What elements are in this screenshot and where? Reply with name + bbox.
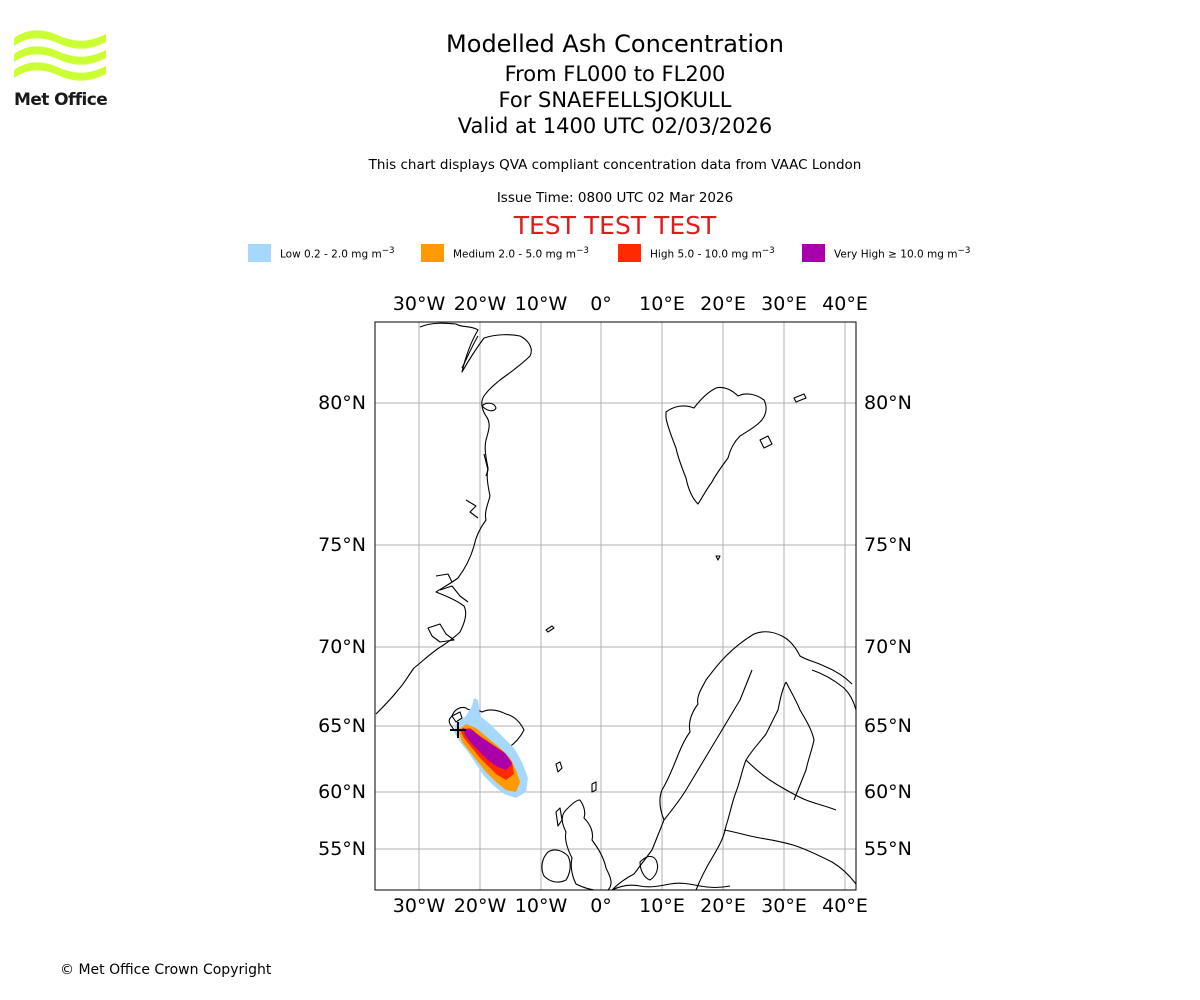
lat-label-right: 65°N: [864, 715, 912, 737]
legend-swatch-low: [248, 244, 271, 262]
lat-label-right: 70°N: [864, 636, 912, 658]
legend-label-low: Low 0.2 - 2.0 mg m−3: [280, 246, 395, 261]
bear-island: [715, 555, 721, 561]
lon-label-top: 40°E: [822, 293, 868, 315]
lat-label-right: 60°N: [864, 781, 912, 803]
lon-label-bottom: 10°E: [639, 895, 685, 917]
jan-mayen: [545, 625, 555, 633]
legend-swatch-high: [618, 244, 641, 262]
valid-time: Valid at 1400 UTC 02/03/2026: [457, 114, 773, 138]
lon-label-top: 20°W: [454, 293, 507, 315]
issue-time: Issue Time: 0800 UTC 02 Mar 2026: [496, 190, 734, 206]
iceland-west-peninsula: [451, 711, 463, 723]
continent-north: [611, 882, 731, 890]
chart-description: This chart displays QVA compliant concen…: [368, 157, 862, 173]
graticule: [375, 322, 856, 890]
map-frame: [374, 321, 857, 891]
test-banner: TEST TEST TEST: [513, 211, 717, 240]
shetland: [591, 781, 597, 793]
ash-plume: [450, 698, 528, 798]
coastlines: [375, 322, 856, 890]
svalbard: [665, 386, 767, 505]
volcano-marker-icon: [450, 722, 466, 738]
ash-very-high: [462, 728, 512, 770]
denmark: [639, 855, 659, 881]
copyright: © Met Office Crown Copyright: [60, 962, 272, 978]
lat-label-right: 55°N: [864, 838, 912, 860]
lon-labels-bottom: 30°W 20°W 10°W 0° 10°E 20°E 30°E 40°E: [393, 895, 868, 917]
lon-label-bottom: 0°: [590, 895, 612, 917]
lon-label-bottom: 10°W: [515, 895, 568, 917]
lat-label-left: 60°N: [318, 781, 366, 803]
lon-label-top: 20°E: [700, 293, 746, 315]
lat-label-left: 65°N: [318, 715, 366, 737]
lat-label-left: 55°N: [318, 838, 366, 860]
great-britain: [561, 799, 612, 890]
logo-waves-icon: [14, 30, 106, 81]
legend: Low 0.2 - 2.0 mg m−3 Medium 2.0 - 5.0 mg…: [0, 244, 1200, 264]
lon-label-top: 0°: [590, 293, 612, 315]
lon-labels-top: 30°W 20°W 10°W 0° 10°E 20°E 30°E 40°E: [393, 293, 868, 315]
lon-label-top: 30°E: [761, 293, 807, 315]
legend-label-very-high: Very High ≥ 10.0 mg m−3: [834, 246, 971, 261]
lat-label-left: 80°N: [318, 392, 366, 414]
hebrides: [555, 807, 563, 827]
logo-text: Met Office: [14, 90, 108, 110]
greenland-island: [481, 402, 497, 412]
greenland-fjord-1: [461, 335, 479, 369]
finland-border: [785, 681, 815, 801]
ireland: [541, 849, 571, 883]
lon-label-top: 30°W: [393, 293, 446, 315]
lon-label-bottom: 30°W: [393, 895, 446, 917]
chart-title: Modelled Ash Concentration: [446, 30, 784, 58]
greenland-fjord-2: [483, 453, 489, 477]
legend-label-high: High 5.0 - 10.0 mg m−3: [650, 246, 775, 261]
flight-level-range: From FL000 to FL200: [504, 62, 726, 86]
lat-label-right: 75°N: [864, 534, 912, 556]
kvitoya: [793, 393, 807, 403]
lat-labels-left: 80°N 75°N 70°N 65°N 60°N 55°N: [318, 392, 366, 860]
faroe-islands: [555, 761, 563, 773]
greenland-fjord-4: [439, 585, 469, 603]
greenland-fjord-6: [435, 573, 453, 583]
svalbard-east: [759, 435, 773, 449]
baltic-coast: [723, 829, 856, 885]
greenland-fjord-3: [465, 499, 479, 519]
lon-label-bottom: 20°W: [454, 895, 507, 917]
lat-label-right: 80°N: [864, 392, 912, 414]
legend-swatch-very-high: [802, 244, 825, 262]
lat-label-left: 75°N: [318, 534, 366, 556]
sweden-coast: [695, 681, 787, 890]
legend-swatch-medium: [421, 244, 444, 262]
lon-label-top: 10°W: [515, 293, 568, 315]
lat-labels-right: 80°N 75°N 70°N 65°N 60°N 55°N: [864, 392, 912, 860]
lon-label-bottom: 20°E: [700, 895, 746, 917]
greenland-fjord-5: [427, 623, 455, 643]
norway-sweden-border: [663, 669, 753, 821]
met-office-logo: Met Office: [14, 30, 114, 112]
kola-peninsula: [811, 669, 856, 711]
lat-label-left: 70°N: [318, 636, 366, 658]
greenland-coast: [375, 322, 532, 715]
volcano-name: For SNAEFELLSJOKULL: [498, 88, 732, 112]
finland-coast: [745, 759, 837, 811]
lon-label-top: 10°E: [639, 293, 685, 315]
legend-label-medium: Medium 2.0 - 5.0 mg m−3: [453, 246, 589, 261]
norway-coast: [611, 631, 853, 890]
lon-label-bottom: 40°E: [822, 895, 868, 917]
lon-label-bottom: 30°E: [761, 895, 807, 917]
